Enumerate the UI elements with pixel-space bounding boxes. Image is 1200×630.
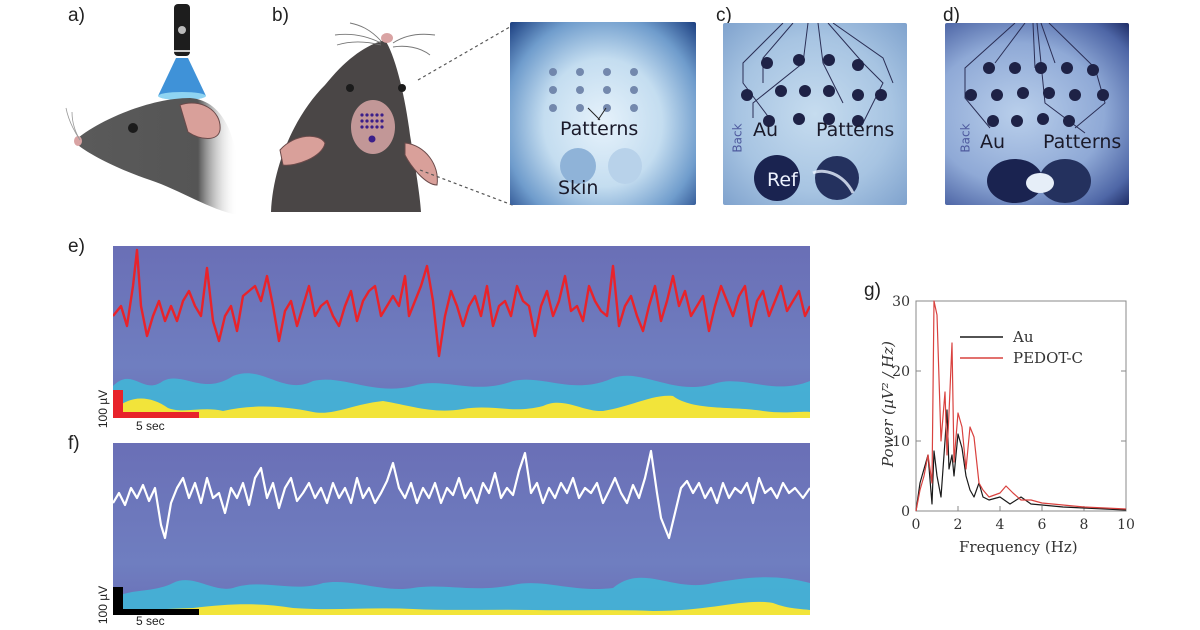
scalebar-e-x-label: 5 sec <box>136 419 165 433</box>
label-back: Back <box>730 123 745 153</box>
x-tick-0: 0 <box>912 517 921 533</box>
legend-pedot-label: PEDOT-C <box>1013 349 1083 367</box>
photo-electrode-array-c: Back Au Patterns Ref <box>723 23 907 205</box>
panel-label-g: g) <box>864 280 881 301</box>
mouse-side-illustration <box>65 4 238 215</box>
y-tick-20: 20 <box>892 364 910 380</box>
legend-au-label: Au <box>1013 328 1034 346</box>
scalebar-e-y-label: 100 µV <box>96 389 111 429</box>
label-back: Back <box>958 123 973 153</box>
panel-label-a: a) <box>68 5 85 26</box>
scalebar-f-x-label: 5 sec <box>136 614 165 628</box>
scalebar-f-vertical <box>113 587 123 615</box>
label-patterns: Patterns <box>1043 131 1122 153</box>
scalebar-e-vertical <box>113 390 123 418</box>
panel-label-c: c) <box>716 5 732 26</box>
scalebar-f-horizontal <box>113 609 199 615</box>
power-spectrum-chart: 0 2 4 6 8 10 0 10 20 30 Au PEDOT-C Frequ… <box>864 290 1144 570</box>
photo-skin-patterns: Patterns Skin <box>510 22 696 205</box>
x-tick-6: 6 <box>1038 517 1047 533</box>
zoom-connector-lines <box>417 23 516 207</box>
y-tick-30: 30 <box>892 294 910 310</box>
mouse-top-illustration <box>271 22 438 212</box>
label-au: Au <box>980 131 1006 153</box>
panel-label-f: f) <box>68 433 80 454</box>
label-au: Au <box>753 119 779 141</box>
label-patterns: Patterns <box>560 118 639 140</box>
y-tick-10: 10 <box>892 434 910 450</box>
spectrogram-e <box>113 246 810 418</box>
x-tick-4: 4 <box>996 517 1005 533</box>
scalebar-e-horizontal <box>113 412 199 418</box>
panel-label-d: d) <box>943 5 960 26</box>
x-tick-8: 8 <box>1080 517 1089 533</box>
label-ref: Ref <box>767 169 798 191</box>
scalebar-f-y-label: 100 µV <box>96 585 111 625</box>
panel-label-b: b) <box>272 5 289 26</box>
label-skin: Skin <box>558 177 599 199</box>
y-axis-label: Power (µV² / Hz) <box>879 340 897 468</box>
x-tick-10: 10 <box>1117 517 1135 533</box>
x-tick-2: 2 <box>954 517 963 533</box>
label-patterns: Patterns <box>816 119 895 141</box>
spectrogram-f <box>113 443 810 615</box>
photo-electrode-array-d: Back Au Patterns <box>945 23 1129 205</box>
x-axis-label: Frequency (Hz) <box>959 538 1078 556</box>
panel-label-e: e) <box>68 236 85 257</box>
y-tick-0: 0 <box>901 504 910 520</box>
